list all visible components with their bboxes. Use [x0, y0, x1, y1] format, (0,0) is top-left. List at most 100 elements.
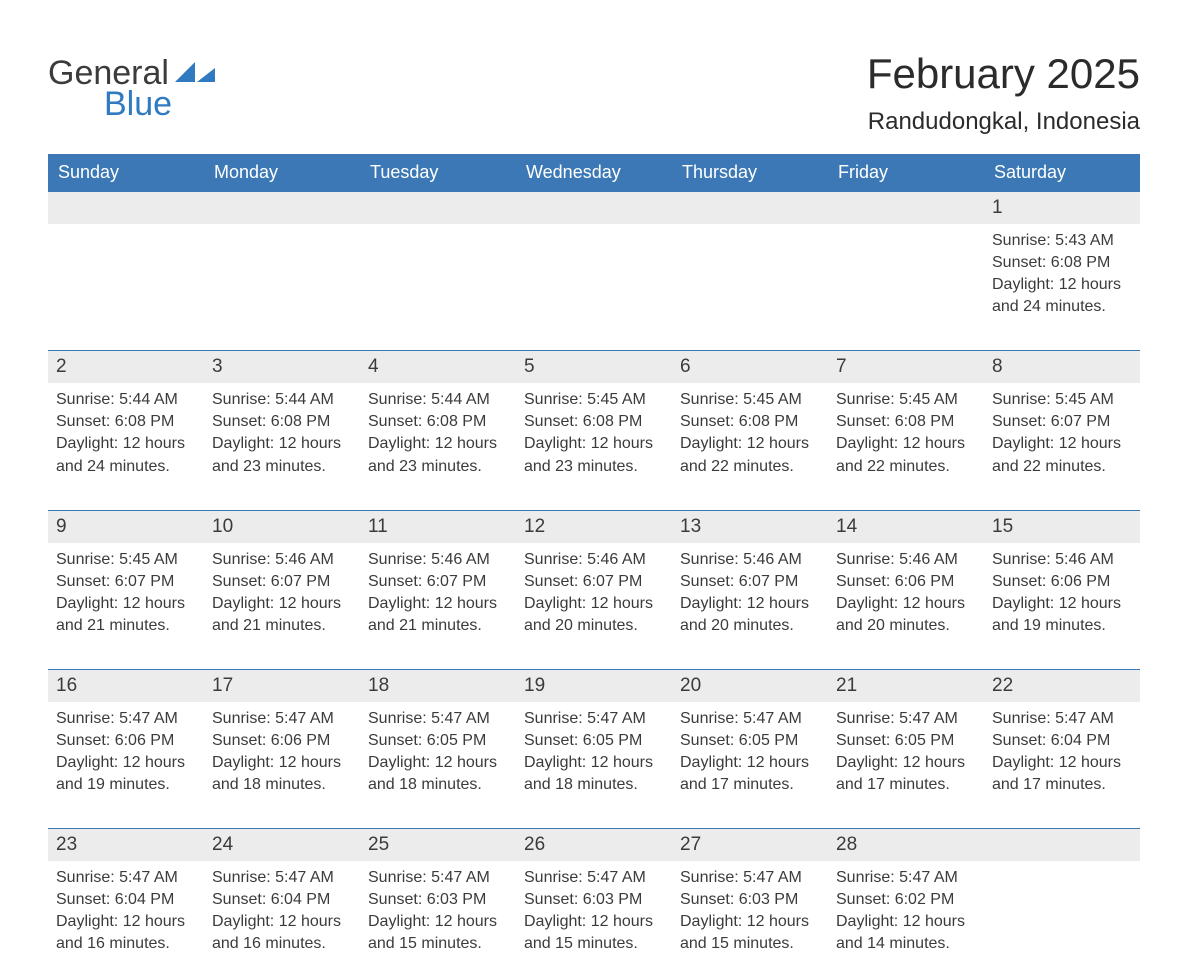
- daylight-line-1: Daylight: 12 hours: [992, 752, 1132, 774]
- daylight-line-1: Daylight: 12 hours: [368, 752, 508, 774]
- daylight-line-1: Daylight: 12 hours: [992, 593, 1132, 615]
- day-cell: Sunrise: 5:47 AMSunset: 6:03 PMDaylight:…: [516, 861, 672, 959]
- daylight-line-2: and 21 minutes.: [56, 615, 196, 637]
- day-number: 11: [360, 511, 516, 543]
- daylight-line-1: Daylight: 12 hours: [680, 911, 820, 933]
- daylight-line-2: and 21 minutes.: [212, 615, 352, 637]
- sunset-line: Sunset: 6:06 PM: [836, 571, 976, 593]
- logo-sail-icon: [173, 60, 217, 84]
- sunrise-line: Sunrise: 5:47 AM: [524, 867, 664, 889]
- sunrise-line: Sunrise: 5:45 AM: [680, 389, 820, 411]
- sunrise-line: Sunrise: 5:45 AM: [992, 389, 1132, 411]
- sunset-line: Sunset: 6:07 PM: [524, 571, 664, 593]
- daylight-line-2: and 23 minutes.: [524, 456, 664, 478]
- daylight-line-2: and 14 minutes.: [836, 933, 976, 955]
- sunrise-line: Sunrise: 5:43 AM: [992, 230, 1132, 252]
- sunrise-line: Sunrise: 5:45 AM: [836, 389, 976, 411]
- sunset-line: Sunset: 6:02 PM: [836, 889, 976, 911]
- daylight-line-2: and 20 minutes.: [680, 615, 820, 637]
- dow-header: Saturday: [984, 154, 1140, 191]
- daylight-line-1: Daylight: 12 hours: [992, 274, 1132, 296]
- day-number: 3: [204, 351, 360, 383]
- day-cell: Sunrise: 5:47 AMSunset: 6:04 PMDaylight:…: [48, 861, 204, 959]
- day-number: 7: [828, 351, 984, 383]
- sunrise-line: Sunrise: 5:47 AM: [56, 708, 196, 730]
- month-title: February 2025: [867, 50, 1140, 98]
- daylight-line-1: Daylight: 12 hours: [992, 433, 1132, 455]
- dow-header: Tuesday: [360, 154, 516, 191]
- day-cell: Sunrise: 5:45 AMSunset: 6:08 PMDaylight:…: [516, 383, 672, 481]
- daylight-line-1: Daylight: 12 hours: [56, 433, 196, 455]
- day-cell: Sunrise: 5:45 AMSunset: 6:08 PMDaylight:…: [672, 383, 828, 481]
- day-cell: Sunrise: 5:47 AMSunset: 6:06 PMDaylight:…: [48, 702, 204, 800]
- day-number: 17: [204, 670, 360, 702]
- dow-header: Friday: [828, 154, 984, 191]
- day-number: 23: [48, 829, 204, 861]
- sunset-line: Sunset: 6:08 PM: [524, 411, 664, 433]
- day-cell: Sunrise: 5:47 AMSunset: 6:03 PMDaylight:…: [360, 861, 516, 959]
- daylight-line-1: Daylight: 12 hours: [212, 911, 352, 933]
- sunrise-line: Sunrise: 5:47 AM: [680, 867, 820, 889]
- daylight-line-1: Daylight: 12 hours: [56, 752, 196, 774]
- sunrise-line: Sunrise: 5:46 AM: [368, 549, 508, 571]
- daylight-line-1: Daylight: 12 hours: [680, 593, 820, 615]
- sunrise-line: Sunrise: 5:47 AM: [992, 708, 1132, 730]
- sunset-line: Sunset: 6:05 PM: [524, 730, 664, 752]
- sunrise-line: Sunrise: 5:46 AM: [680, 549, 820, 571]
- calendar-grid: SundayMondayTuesdayWednesdayThursdayFrid…: [48, 154, 1140, 960]
- daylight-line-2: and 15 minutes.: [368, 933, 508, 955]
- sunset-line: Sunset: 6:07 PM: [680, 571, 820, 593]
- day-number: [48, 192, 204, 224]
- sunset-line: Sunset: 6:05 PM: [836, 730, 976, 752]
- day-number: [516, 192, 672, 224]
- day-number: [204, 192, 360, 224]
- daylight-line-2: and 22 minutes.: [836, 456, 976, 478]
- sunrise-line: Sunrise: 5:47 AM: [212, 708, 352, 730]
- day-cell: Sunrise: 5:45 AMSunset: 6:07 PMDaylight:…: [984, 383, 1140, 481]
- daylight-line-1: Daylight: 12 hours: [524, 593, 664, 615]
- day-number: 9: [48, 511, 204, 543]
- day-cell: Sunrise: 5:44 AMSunset: 6:08 PMDaylight:…: [360, 383, 516, 481]
- sunrise-line: Sunrise: 5:47 AM: [836, 867, 976, 889]
- day-cell: Sunrise: 5:45 AMSunset: 6:08 PMDaylight:…: [828, 383, 984, 481]
- daylight-line-1: Daylight: 12 hours: [680, 433, 820, 455]
- day-cell: [828, 224, 984, 322]
- daylight-line-2: and 23 minutes.: [212, 456, 352, 478]
- day-cell: Sunrise: 5:47 AMSunset: 6:05 PMDaylight:…: [828, 702, 984, 800]
- sunset-line: Sunset: 6:03 PM: [368, 889, 508, 911]
- sunrise-line: Sunrise: 5:47 AM: [836, 708, 976, 730]
- daylight-line-2: and 22 minutes.: [992, 456, 1132, 478]
- sunset-line: Sunset: 6:04 PM: [56, 889, 196, 911]
- daylight-line-2: and 19 minutes.: [992, 615, 1132, 637]
- day-number: 6: [672, 351, 828, 383]
- day-number: 24: [204, 829, 360, 861]
- day-number: 1: [984, 192, 1140, 224]
- day-number: 18: [360, 670, 516, 702]
- daylight-line-2: and 24 minutes.: [56, 456, 196, 478]
- daylight-line-1: Daylight: 12 hours: [836, 752, 976, 774]
- sunrise-line: Sunrise: 5:45 AM: [56, 549, 196, 571]
- day-number: 16: [48, 670, 204, 702]
- logo-text-block: General Blue: [48, 58, 217, 120]
- sunrise-line: Sunrise: 5:47 AM: [212, 867, 352, 889]
- sunset-line: Sunset: 6:08 PM: [212, 411, 352, 433]
- day-cell: Sunrise: 5:46 AMSunset: 6:06 PMDaylight:…: [984, 543, 1140, 641]
- daylight-line-2: and 24 minutes.: [992, 296, 1132, 318]
- daylight-line-1: Daylight: 12 hours: [212, 752, 352, 774]
- daylight-line-2: and 23 minutes.: [368, 456, 508, 478]
- day-cell: Sunrise: 5:44 AMSunset: 6:08 PMDaylight:…: [48, 383, 204, 481]
- sunset-line: Sunset: 6:03 PM: [524, 889, 664, 911]
- day-cell: [984, 861, 1140, 959]
- dow-header: Monday: [204, 154, 360, 191]
- sunrise-line: Sunrise: 5:47 AM: [368, 708, 508, 730]
- day-number: 13: [672, 511, 828, 543]
- daylight-line-1: Daylight: 12 hours: [524, 752, 664, 774]
- daylight-line-1: Daylight: 12 hours: [524, 433, 664, 455]
- daylight-line-1: Daylight: 12 hours: [212, 593, 352, 615]
- daylight-line-2: and 20 minutes.: [524, 615, 664, 637]
- daylight-line-1: Daylight: 12 hours: [368, 911, 508, 933]
- daylight-line-1: Daylight: 12 hours: [56, 911, 196, 933]
- day-number: [984, 829, 1140, 861]
- dow-header: Wednesday: [516, 154, 672, 191]
- day-number: 19: [516, 670, 672, 702]
